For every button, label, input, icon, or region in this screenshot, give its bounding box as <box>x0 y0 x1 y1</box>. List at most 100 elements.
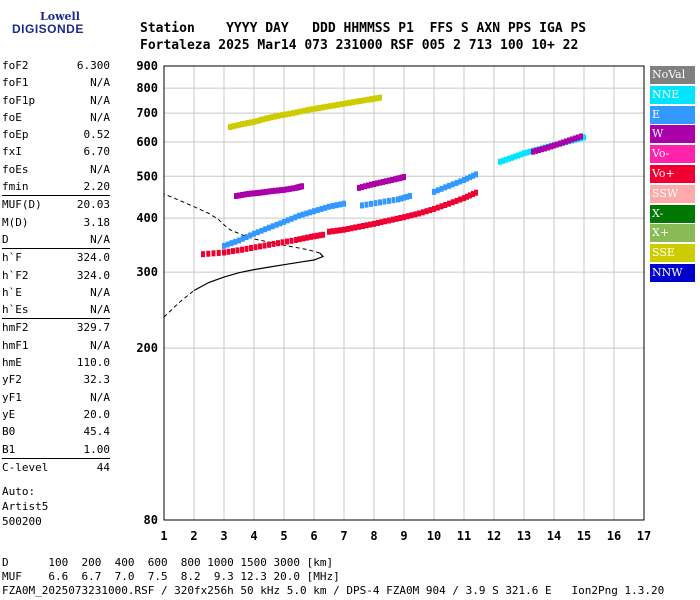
echo-point <box>287 110 292 117</box>
x-tick-label: 12 <box>487 529 501 543</box>
echo-point <box>328 103 333 110</box>
echo-point <box>253 244 258 251</box>
echo-point <box>327 203 331 210</box>
echo-point <box>369 96 373 103</box>
echo-point <box>235 247 240 254</box>
echo-point <box>263 226 268 233</box>
param-row: B1 1.00 <box>2 441 110 458</box>
echo-point <box>264 188 268 195</box>
param-name: foF1 <box>2 76 29 90</box>
echo-point <box>297 212 301 219</box>
param-name: foF2 <box>2 59 29 72</box>
y-tick-label: 400 <box>136 211 158 225</box>
param-name: h`Es <box>2 303 29 317</box>
auto-program: Artist5 <box>2 500 49 513</box>
legend-item: SSW <box>650 184 695 203</box>
echo-point <box>225 241 230 248</box>
echo-point <box>399 195 403 202</box>
param-row: fxI 6.70 <box>2 143 110 160</box>
echo-point <box>351 99 355 106</box>
echo-point <box>244 234 249 241</box>
echo-point <box>428 207 433 214</box>
param-row: foF1 N/A <box>2 74 110 91</box>
param-row: hmF1 N/A <box>2 337 110 354</box>
echo-point <box>447 200 451 207</box>
echo-point <box>474 189 478 196</box>
echo-point <box>540 146 544 153</box>
y-tick-label: 80 <box>144 513 158 527</box>
echo-point <box>282 218 286 225</box>
echo-point <box>298 108 303 115</box>
param-name: yF1 <box>2 390 22 404</box>
echo-point <box>382 198 387 205</box>
echo-point <box>543 145 547 152</box>
echo-point <box>345 225 350 232</box>
param-name: M(D) <box>2 215 29 229</box>
footer-file-info: FZA0M_2025073231000.RSF / 320fx256h 50 k… <box>2 584 665 597</box>
echo-point <box>237 237 241 244</box>
echo-point <box>342 200 346 207</box>
echo-point <box>249 245 253 252</box>
param-row: h`E N/A <box>2 284 110 301</box>
legend-item: SSE <box>650 244 695 263</box>
param-name: h`F2 <box>2 268 29 282</box>
echo-point <box>216 249 221 256</box>
echo-point <box>261 189 265 196</box>
echo-point <box>366 182 370 189</box>
echo-point <box>228 124 232 131</box>
echo-point <box>387 177 391 184</box>
echo-point <box>447 182 451 189</box>
echo-point <box>579 133 583 140</box>
echo-point <box>395 175 400 182</box>
echo-point <box>462 177 466 184</box>
echo-point <box>465 193 469 200</box>
param-name: foEs <box>2 162 29 176</box>
echo-point <box>454 179 459 186</box>
x-axis-ticks: 1 2 3 4 5 6 7 8 9 10 11 12 13 14 15 16 17 <box>160 529 651 543</box>
echo-point <box>304 210 309 217</box>
echo-point <box>278 220 283 227</box>
echo-point <box>362 97 367 104</box>
param-row: hmF2 329.7 <box>2 319 110 336</box>
echo-point <box>537 147 541 154</box>
param-value: N/A <box>90 76 110 90</box>
param-row: foEp 0.52 <box>2 126 110 143</box>
echo-point <box>501 157 505 164</box>
echo-point <box>291 110 295 117</box>
x-tick-label: 5 <box>280 529 287 543</box>
param-value: N/A <box>90 232 110 246</box>
echo-point <box>471 172 475 179</box>
echo-point <box>317 104 322 111</box>
param-row: D N/A <box>2 231 110 248</box>
echo-point <box>360 184 364 191</box>
param-row: B0 45.4 <box>2 423 110 440</box>
param-value: 1.00 <box>83 442 111 456</box>
echo-point <box>402 194 406 201</box>
header-values: Fortaleza 2025 Mar14 073 231000 RSF 005 … <box>140 38 579 53</box>
echo-point <box>343 100 348 107</box>
echo-point <box>531 148 535 155</box>
echo-point <box>369 200 373 207</box>
echo-point <box>354 98 359 105</box>
echo-point <box>432 188 436 195</box>
legend-item: X+ <box>650 224 695 243</box>
echo-point <box>267 241 271 248</box>
echo-point <box>271 240 276 247</box>
echo-point <box>391 197 396 204</box>
echo-point <box>276 112 280 119</box>
param-value: N/A <box>90 110 110 124</box>
echo-point <box>360 202 364 209</box>
echo-point <box>366 96 370 103</box>
y-axis-ticks: 80 200 300 400 500 600 700 800 900 <box>136 59 158 527</box>
x-tick-label: 17 <box>637 529 651 543</box>
echo-point <box>342 226 346 233</box>
echo-point <box>237 121 241 128</box>
echo-point <box>358 97 363 104</box>
echo-point <box>368 221 373 228</box>
echo-point <box>336 101 340 108</box>
echo-point <box>570 136 574 143</box>
echo-point <box>315 232 319 239</box>
echo-point <box>552 142 556 149</box>
echo-point <box>383 218 388 225</box>
plot-frame <box>163 65 645 521</box>
